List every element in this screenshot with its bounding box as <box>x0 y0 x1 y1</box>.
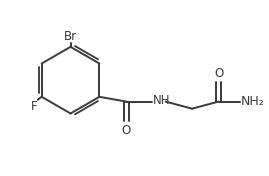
Text: F: F <box>31 100 38 113</box>
Text: O: O <box>122 124 131 137</box>
Text: Br: Br <box>64 30 77 43</box>
Text: NH₂: NH₂ <box>241 95 265 108</box>
Text: O: O <box>214 67 223 80</box>
Text: NH: NH <box>153 94 170 107</box>
